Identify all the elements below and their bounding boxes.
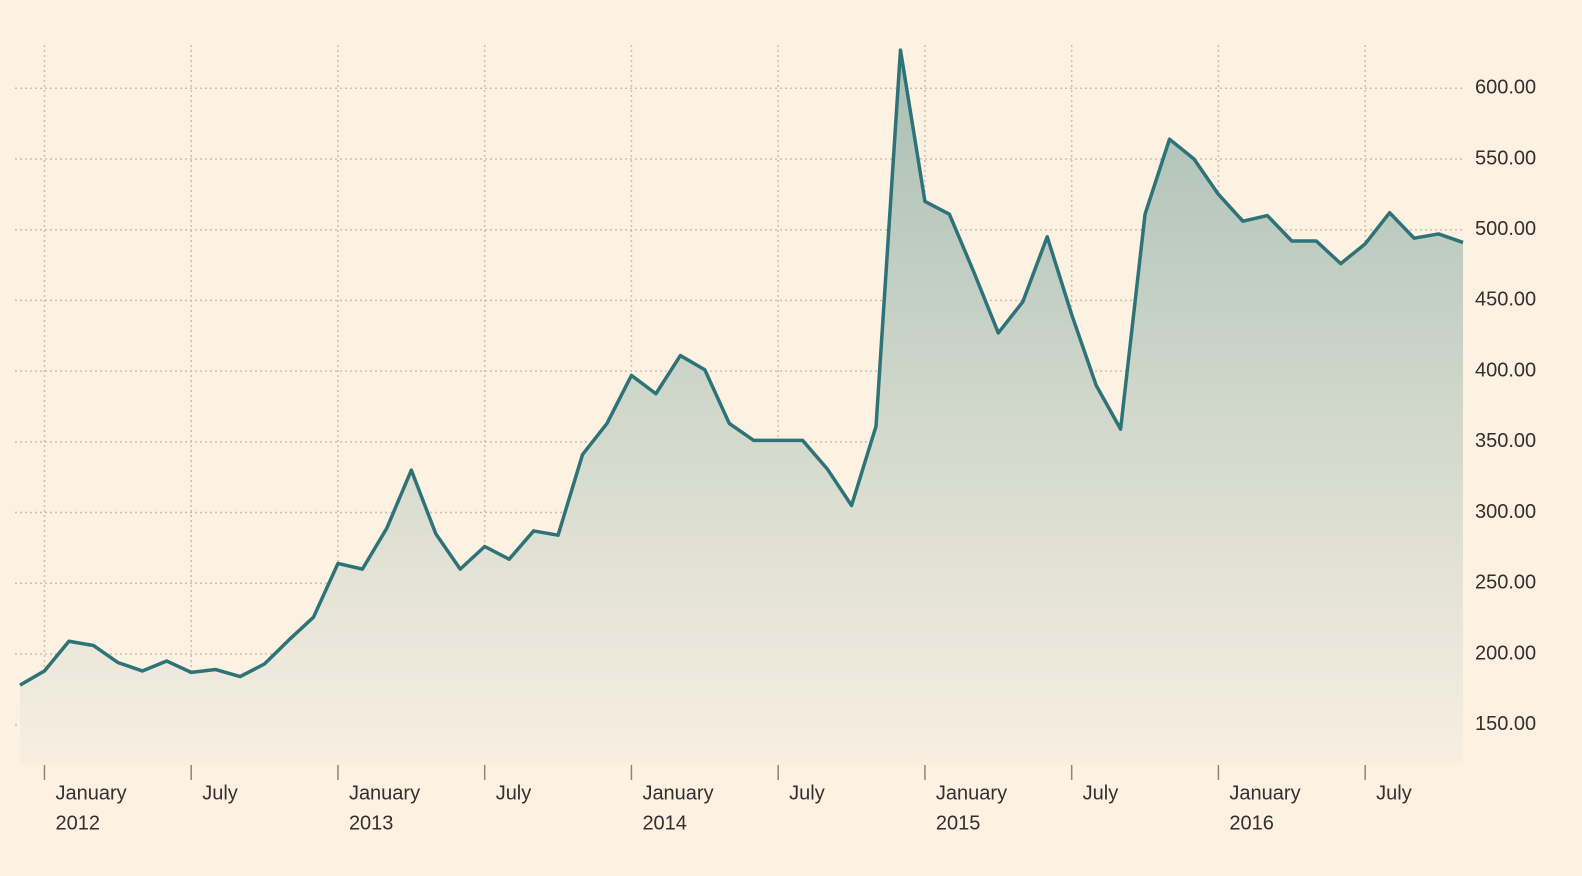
y-tick-label: 150.00 bbox=[1475, 713, 1536, 735]
x-tick-label: January bbox=[55, 782, 126, 804]
x-tick-label: January bbox=[1229, 782, 1300, 804]
y-tick-label: 300.00 bbox=[1475, 501, 1536, 523]
x-tick-label: January bbox=[642, 782, 713, 804]
y-tick-label: 350.00 bbox=[1475, 430, 1536, 452]
x-tick-label: January bbox=[936, 782, 1007, 804]
y-tick-label: 500.00 bbox=[1475, 218, 1536, 240]
x-tick-sublabel: 2013 bbox=[349, 812, 394, 834]
x-tick-label: July bbox=[202, 782, 238, 804]
y-tick-label: 600.00 bbox=[1475, 77, 1536, 99]
line bbox=[19, 48, 1464, 687]
x-tick-label: July bbox=[789, 782, 825, 804]
y-tick-label: 200.00 bbox=[1475, 642, 1536, 664]
area-fill bbox=[20, 50, 1463, 766]
x-tick-sublabel: 2015 bbox=[936, 812, 981, 834]
x-tick-label: July bbox=[1376, 782, 1412, 804]
x-tick-label: January bbox=[349, 782, 420, 804]
y-tick-label: 250.00 bbox=[1475, 572, 1536, 594]
x-tick-sublabel: 2016 bbox=[1229, 812, 1274, 834]
y-tick-label: 450.00 bbox=[1475, 289, 1536, 311]
y-tick-label: 550.00 bbox=[1475, 147, 1536, 169]
x-tick-sublabel: 2012 bbox=[55, 812, 100, 834]
x-tick-label: July bbox=[496, 782, 532, 804]
x-tick-sublabel: 2014 bbox=[642, 812, 687, 834]
y-tick-label: 400.00 bbox=[1475, 359, 1536, 381]
x-tick-label: July bbox=[1083, 782, 1119, 804]
